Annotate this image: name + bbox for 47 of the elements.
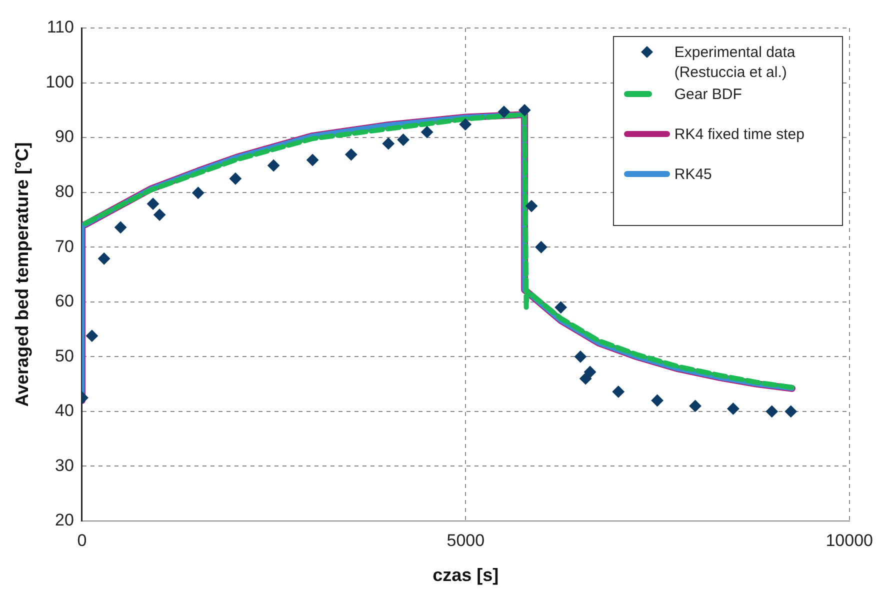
point: [459, 118, 472, 130]
x-tick-label: 0: [77, 530, 87, 550]
point: [574, 350, 586, 363]
point: [382, 138, 394, 150]
x-tick-label: 10000: [826, 530, 874, 550]
point: [554, 301, 567, 314]
point: [345, 148, 358, 161]
point: [584, 366, 596, 378]
legend-label: Experimental data (Restuccia et al.): [674, 43, 796, 83]
point: [268, 159, 280, 172]
point: [518, 104, 531, 116]
point: [98, 252, 110, 265]
point: [114, 221, 127, 234]
y-tick-label: 20: [55, 510, 74, 530]
x-tick-label: 5000: [446, 530, 485, 550]
point: [229, 172, 242, 185]
point: [689, 400, 702, 412]
point: [306, 154, 319, 166]
y-tick-label: 110: [46, 18, 74, 37]
point: [784, 405, 797, 418]
point: [397, 134, 410, 146]
point: [766, 405, 778, 418]
y-tick-label: 70: [55, 236, 74, 256]
point: [580, 372, 592, 385]
point: [526, 200, 538, 212]
y-tick-label: 30: [55, 456, 74, 475]
y-tick-label: 50: [55, 346, 74, 366]
point: [192, 186, 204, 199]
point: [147, 198, 160, 210]
y-tick-label: 60: [55, 292, 74, 311]
y-tick-label: 90: [55, 127, 74, 146]
y-axis-title: Averaged bed temperature [°C]: [12, 142, 32, 407]
point: [86, 330, 98, 342]
y-tick-label: 100: [46, 72, 74, 92]
legend-label: RK4 fixed time step: [674, 125, 804, 145]
y-tick-label: 80: [55, 182, 74, 202]
point: [612, 386, 624, 398]
point: [651, 394, 664, 406]
point: [421, 126, 434, 138]
legend-label: RK45: [674, 165, 712, 185]
point: [727, 402, 740, 415]
point: [535, 241, 548, 254]
point: [154, 208, 166, 221]
x-axis-title: czas [s]: [432, 565, 499, 586]
y-tick-label: 40: [55, 401, 74, 420]
legend-label: Gear BDF: [674, 85, 742, 105]
point: [498, 106, 510, 118]
